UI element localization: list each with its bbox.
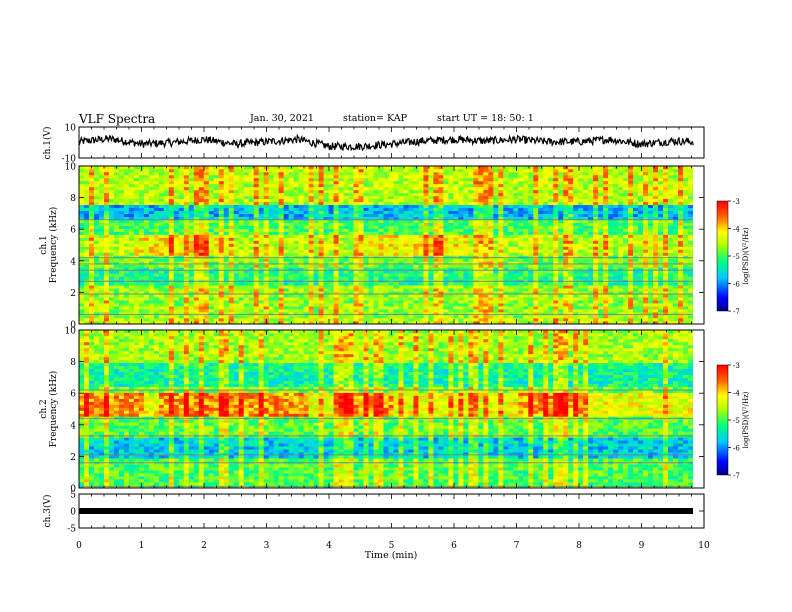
ch2-freq-tick-label: 2 xyxy=(70,453,76,463)
ch2-colorbar-label: log(PSD)(V²/Hz) xyxy=(742,391,750,448)
ch3-waveform-panel xyxy=(78,493,705,529)
ch2-freq-tick-label: 8 xyxy=(70,358,76,368)
x-tick-label: 2 xyxy=(201,541,207,551)
x-tick-label: 5 xyxy=(389,541,395,551)
ch2-freq-tick-label: 0 xyxy=(70,485,76,495)
station-label: station= KAP xyxy=(343,113,407,124)
x-tick-label: 9 xyxy=(639,541,645,551)
ch1-freq-tick-label: 8 xyxy=(70,194,76,204)
ch2-colorbar-tick-label: -6 xyxy=(733,445,740,453)
ch3-tick-label: -5 xyxy=(67,525,76,535)
ch1-colorbar xyxy=(716,200,729,312)
x-tick-label: 4 xyxy=(326,541,332,551)
x-tick-label: 8 xyxy=(576,541,582,551)
ch1-spectrogram-panel xyxy=(78,165,705,325)
ch1-colorbar-tick-label: -5 xyxy=(733,253,740,261)
ch1-tick-label: 10 xyxy=(65,124,77,134)
ch2-colorbar-tick-label: -4 xyxy=(733,390,740,398)
ch1-freq-tick-label: 10 xyxy=(65,163,77,173)
ch1-colorbar-tick-label: -3 xyxy=(733,198,740,206)
figure-title: VLF Spectra xyxy=(79,112,156,126)
ch1-y-axis-label: ch.1(V) xyxy=(42,127,53,160)
ch2-freq-tick-label: 10 xyxy=(65,327,77,337)
ch2-colorbar-tick-label: -5 xyxy=(733,417,740,425)
ch3-y-axis-label: ch.3(V) xyxy=(42,495,53,528)
ch1-freq-tick-label: 0 xyxy=(70,321,76,331)
ch1-waveform-panel xyxy=(78,126,705,159)
ch2-colorbar-tick-label: -7 xyxy=(733,472,740,480)
x-tick-label: 1 xyxy=(139,541,145,551)
ch2-spectrogram-panel xyxy=(78,329,705,489)
ch1-colorbar-tick-label: -6 xyxy=(733,281,740,289)
x-tick-label: 10 xyxy=(698,541,710,551)
start-time-label: start UT = 18: 50: 1 xyxy=(437,113,534,124)
ch1-freq-tick-label: 2 xyxy=(70,289,76,299)
x-tick-label: 7 xyxy=(514,541,520,551)
ch1-waveform-line xyxy=(78,133,694,152)
ch1-freq-tick-label: 4 xyxy=(70,257,76,267)
ch1-colorbar-tick-label: -7 xyxy=(733,308,740,316)
x-tick-label: 0 xyxy=(76,541,82,551)
ch2-colorbar-tick-label: -3 xyxy=(733,362,740,370)
ch1-freq-y-axis-label: ch.1Frequency (kHz) xyxy=(39,207,59,284)
ch1-tick-label: -10 xyxy=(62,155,77,165)
date-label: Jan. 30, 2021 xyxy=(250,113,314,124)
ch2-colorbar xyxy=(716,364,729,476)
ch1-freq-tick-label: 6 xyxy=(70,226,76,236)
x-tick-label: 6 xyxy=(451,541,457,551)
ch3-tick-label: 5 xyxy=(70,491,76,501)
ch2-freq-tick-label: 6 xyxy=(70,390,76,400)
ch3-waveform-line xyxy=(79,508,693,514)
x-axis-label: Time (min) xyxy=(365,550,418,561)
axis-ticks xyxy=(78,126,731,529)
ch1-colorbar-tick-label: -4 xyxy=(733,226,740,234)
ch3-tick-label: 0 xyxy=(70,508,76,518)
ch2-spectrogram-heatmap xyxy=(79,330,704,489)
ch1-spectrogram-heatmap xyxy=(79,166,704,325)
ch1-colorbar-label: log(PSD)(V²/Hz) xyxy=(742,227,750,284)
x-tick-label: 3 xyxy=(264,541,270,551)
ch2-freq-y-axis-label: ch.2Frequency (kHz) xyxy=(39,371,59,448)
ch2-freq-tick-label: 4 xyxy=(70,421,76,431)
